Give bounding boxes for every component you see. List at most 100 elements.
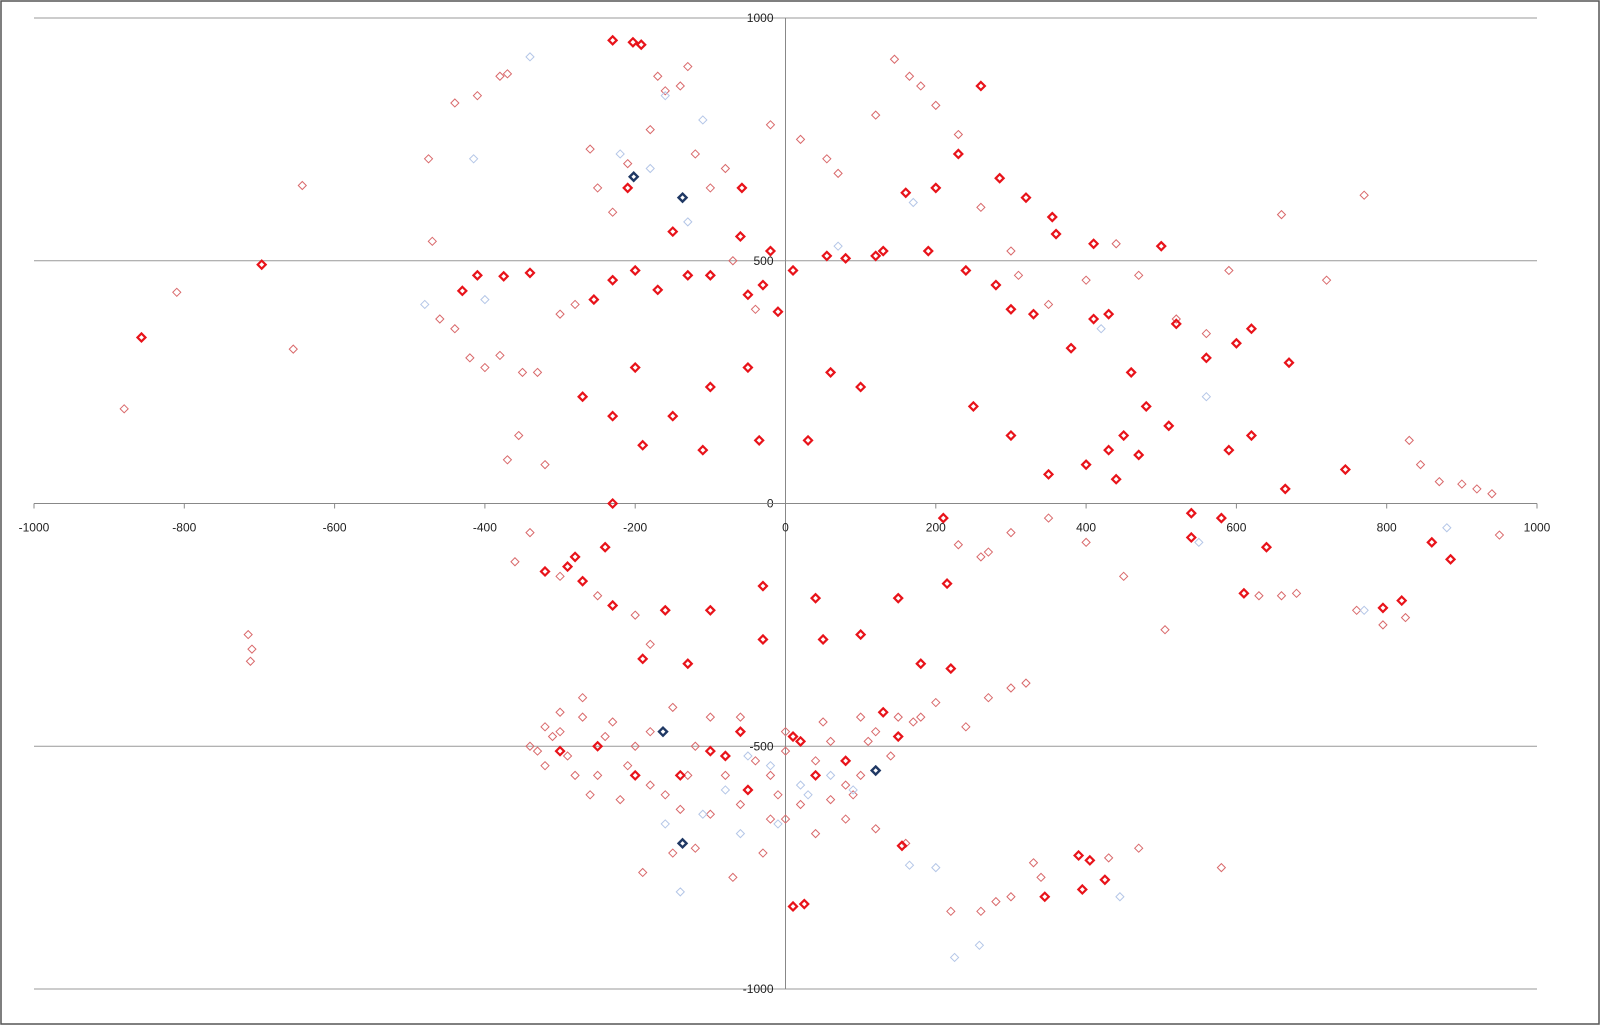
scatter-point <box>802 434 814 446</box>
scatter-point <box>297 180 307 191</box>
scatter-point <box>886 751 896 761</box>
scatter-point <box>555 571 565 582</box>
scatter-point <box>825 770 836 781</box>
scatter-point <box>607 274 619 286</box>
scatter-point <box>930 182 942 194</box>
scatter-point <box>1111 239 1121 249</box>
scatter-point <box>1050 228 1062 240</box>
scatter-point <box>764 245 777 257</box>
scatter-point <box>870 824 881 834</box>
scatter-point <box>660 819 670 829</box>
scatter-point <box>653 71 663 81</box>
scatter-point <box>772 306 784 318</box>
scatter-point <box>256 259 268 271</box>
scatter-point <box>247 644 257 654</box>
scatter-point <box>833 168 843 179</box>
scatter-point <box>704 745 716 757</box>
scatter-point <box>1110 473 1122 485</box>
scatter-point <box>1171 314 1181 324</box>
scatter-point <box>1404 435 1414 446</box>
scatter-point <box>1321 275 1332 285</box>
scatter-point <box>1276 209 1287 220</box>
scatter-point <box>734 230 746 243</box>
scatter-point <box>1088 313 1100 325</box>
scatter-point <box>795 134 806 145</box>
x-tick-label: -200 <box>623 521 647 535</box>
scatter-point <box>848 790 858 800</box>
scatter-point <box>825 794 836 805</box>
scatter-point <box>904 860 915 870</box>
scatter-point <box>1245 429 1257 442</box>
scatter-point <box>1039 891 1051 903</box>
scatter-point <box>753 434 765 446</box>
scatter-point <box>540 459 550 470</box>
scatter-point <box>1133 270 1144 281</box>
scatter-point <box>961 722 971 732</box>
scatter-point <box>974 940 985 951</box>
scatter-point <box>941 578 953 590</box>
scatter-point <box>1216 862 1227 873</box>
scatter-point <box>517 367 528 378</box>
scatter-point <box>1005 429 1017 442</box>
scatter-point <box>577 575 589 587</box>
scatter-point <box>757 580 769 592</box>
scatter-point <box>915 658 927 670</box>
scatter-point <box>817 633 829 645</box>
scatter-point <box>1351 605 1362 616</box>
scatter-point <box>585 790 595 800</box>
scatter-point <box>532 367 543 378</box>
scatter-point <box>1118 429 1130 442</box>
scatter-point <box>577 712 588 722</box>
scatter-point <box>668 702 678 713</box>
scatter-point <box>896 840 908 852</box>
scatter-point <box>1445 553 1457 565</box>
scatter-point <box>1103 444 1115 456</box>
x-tick-label: 600 <box>1226 521 1246 535</box>
scatter-point <box>1133 843 1144 853</box>
scatter-point <box>916 81 926 91</box>
scatter-point <box>667 410 679 422</box>
scatter-point <box>916 712 926 722</box>
scatter-point <box>435 314 445 324</box>
scatter-point <box>1279 483 1291 495</box>
scatter-point <box>532 746 543 756</box>
scatter-point <box>1396 595 1408 607</box>
scatter-point <box>855 381 867 393</box>
scatter-point <box>1021 678 1031 688</box>
scatter-point <box>622 182 634 194</box>
scatter-point <box>1088 238 1100 250</box>
scatter-point <box>524 267 536 279</box>
scatter-point <box>870 110 881 120</box>
scatter-point <box>893 712 903 722</box>
scatter-point <box>976 906 986 917</box>
scatter-point <box>994 172 1006 184</box>
scatter-point <box>931 100 941 111</box>
scatter-point <box>1215 512 1227 524</box>
scatter-point <box>495 350 505 361</box>
scatter-point <box>821 250 833 262</box>
scatter-point <box>555 707 565 717</box>
scatter-point <box>1065 342 1077 354</box>
scatter-point <box>743 751 753 761</box>
scatter-point <box>502 69 513 79</box>
scatter-point <box>1201 328 1212 339</box>
scatter-point <box>1160 625 1170 635</box>
scatter-point <box>750 756 761 766</box>
scatter-point <box>1133 449 1145 461</box>
scatter-point <box>585 144 595 154</box>
scatter-point <box>683 217 693 227</box>
scatter-point <box>630 741 640 751</box>
scatter-point <box>510 557 520 567</box>
scatter-point <box>607 34 619 46</box>
scatter-point <box>735 828 746 839</box>
scatter-point <box>172 287 182 298</box>
scatter-point <box>705 183 716 193</box>
scatter-point <box>810 769 822 781</box>
scatter-point <box>622 158 633 169</box>
scatter-point <box>637 653 649 665</box>
scatter-point <box>495 71 505 81</box>
scatter-point <box>540 760 550 771</box>
scatter-point <box>1339 463 1351 476</box>
